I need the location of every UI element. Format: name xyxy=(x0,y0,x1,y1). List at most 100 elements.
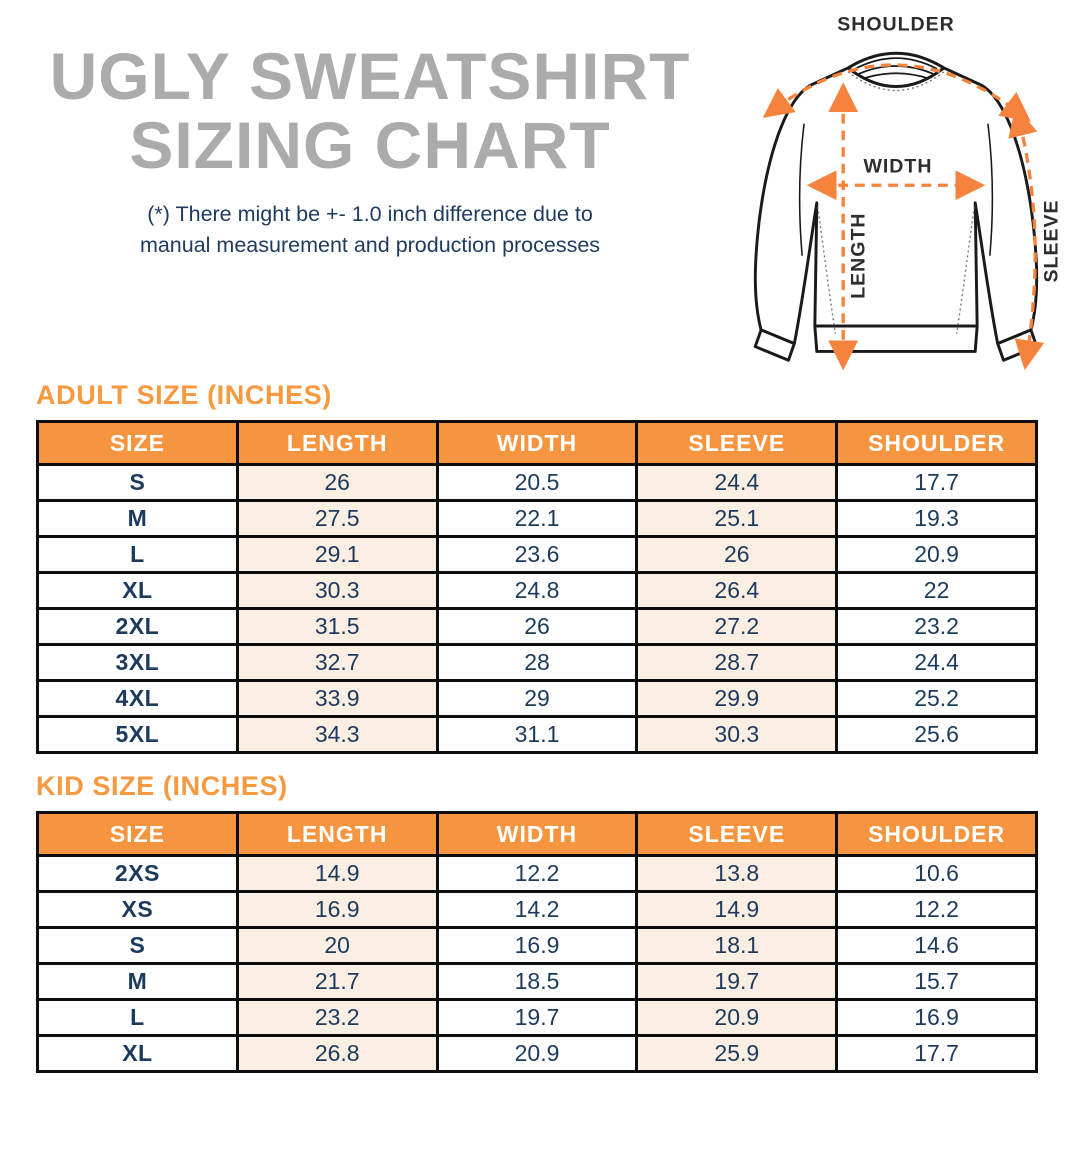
shoulder-arrow xyxy=(762,63,1032,122)
length-cell: 33.9 xyxy=(235,679,439,718)
length-cell: 26.8 xyxy=(235,1034,439,1073)
size-cell: XS xyxy=(36,890,239,929)
table-row: 3XL 32.7 28 28.7 24.4 xyxy=(36,643,1038,682)
shoulder-cell: 10.6 xyxy=(835,854,1038,893)
width-cell: 18.5 xyxy=(435,962,639,1001)
column-header-width: WIDTH xyxy=(435,811,639,857)
width-cell: 29 xyxy=(435,679,639,718)
disclaimer-text: (*) There might be +- 1.0 inch differenc… xyxy=(18,199,722,260)
length-cell: 20 xyxy=(235,926,439,965)
sleeve-label: SLEEVE xyxy=(1040,199,1062,282)
column-header-sleeve: SLEEVE xyxy=(635,420,839,466)
table-row: M 27.5 22.1 25.1 19.3 xyxy=(36,499,1038,538)
measurement-arrows xyxy=(762,63,1045,371)
size-cell: M xyxy=(36,499,239,538)
sleeve-cell: 27.2 xyxy=(635,607,839,646)
length-cell: 23.2 xyxy=(235,998,439,1037)
size-cell: S xyxy=(36,463,239,502)
shoulder-cell: 17.7 xyxy=(835,1034,1038,1073)
sleeve-cell: 24.4 xyxy=(635,463,839,502)
sweatshirt-diagram-svg: SHOULDER WIDTH LENGTH SLEEVE xyxy=(753,14,1062,371)
shoulder-cell: 12.2 xyxy=(835,890,1038,929)
shoulder-cell: 14.6 xyxy=(835,926,1038,965)
width-cell: 20.5 xyxy=(435,463,639,502)
sleeve-cell: 18.1 xyxy=(635,926,839,965)
size-cell: M xyxy=(36,962,239,1001)
table-row: 2XL 31.5 26 27.2 23.2 xyxy=(36,607,1038,646)
length-cell: 32.7 xyxy=(235,643,439,682)
disclaimer-line2: manual measurement and production proces… xyxy=(139,232,601,257)
collar-ribbing xyxy=(847,57,945,88)
length-cell: 34.3 xyxy=(235,715,439,754)
width-cell: 12.2 xyxy=(435,854,639,893)
sleeve-cell: 25.9 xyxy=(635,1034,839,1073)
kid-header-row: SIZE LENGTH WIDTH SLEEVE SHOULDER xyxy=(36,811,1038,857)
column-header-size: SIZE xyxy=(36,811,239,857)
size-cell: XL xyxy=(36,1034,239,1073)
width-label: WIDTH xyxy=(863,156,932,178)
column-header-shoulder: SHOULDER xyxy=(835,811,1038,857)
shoulder-cell: 20.9 xyxy=(835,535,1038,574)
size-cell: 5XL xyxy=(36,715,239,754)
sleeve-cell: 26 xyxy=(635,535,839,574)
table-row: XS 16.9 14.2 14.9 12.2 xyxy=(36,890,1038,929)
width-cell: 22.1 xyxy=(435,499,639,538)
width-cell: 23.6 xyxy=(435,535,639,574)
size-cell: L xyxy=(36,535,239,574)
width-cell: 26 xyxy=(435,607,639,646)
length-cell: 26 xyxy=(235,463,439,502)
table-row: S 26 20.5 24.4 17.7 xyxy=(36,463,1038,502)
sweatshirt-measurement-diagram: SHOULDER WIDTH LENGTH SLEEVE xyxy=(720,10,1072,382)
sleeve-cell: 26.4 xyxy=(635,571,839,610)
length-cell: 29.1 xyxy=(235,535,439,574)
column-header-sleeve: SLEEVE xyxy=(635,811,839,857)
width-cell: 14.2 xyxy=(435,890,639,929)
page-title-line2: SIZING CHART xyxy=(129,107,611,182)
size-cell: 4XL xyxy=(36,679,239,718)
sleeve-cell: 30.3 xyxy=(635,715,839,754)
table-row: 2XS 14.9 12.2 13.8 10.6 xyxy=(36,854,1038,893)
size-cell: 2XL xyxy=(36,607,239,646)
length-cell: 30.3 xyxy=(235,571,439,610)
length-label: LENGTH xyxy=(848,213,870,299)
sleeve-cell: 28.7 xyxy=(635,643,839,682)
size-cell: 3XL xyxy=(36,643,239,682)
sweatshirt-outline xyxy=(753,51,1039,362)
width-cell: 24.8 xyxy=(435,571,639,610)
shoulder-cell: 16.9 xyxy=(835,998,1038,1037)
size-cell: 2XS xyxy=(36,854,239,893)
shoulder-cell: 17.7 xyxy=(835,463,1038,502)
width-cell: 20.9 xyxy=(435,1034,639,1073)
adult-header-row: SIZE LENGTH WIDTH SLEEVE SHOULDER xyxy=(36,420,1038,466)
kid-size-table: SIZE LENGTH WIDTH SLEEVE SHOULDER 2XS 14.9 12.… xyxy=(36,811,1038,1073)
size-cell: XL xyxy=(36,571,239,610)
header-section: UGLY SWEATSHIRT SIZING CHART (*) There m… xyxy=(0,0,1074,372)
length-cell: 31.5 xyxy=(235,607,439,646)
length-cell: 27.5 xyxy=(235,499,439,538)
sleeve-cell: 13.8 xyxy=(635,854,839,893)
page-title-line1: UGLY SWEATSHIRT xyxy=(49,39,691,113)
column-header-width: WIDTH xyxy=(435,420,639,466)
sleeve-cell: 25.1 xyxy=(635,499,839,538)
sleeve-cell: 14.9 xyxy=(635,890,839,929)
tables-section: ADULT SIZE (INCHES) SIZE LENGTH WIDTH SLEEV… xyxy=(0,380,1038,1073)
length-cell: 14.9 xyxy=(235,854,439,893)
sleeve-fold-lines xyxy=(798,123,994,256)
sleeve-cell: 20.9 xyxy=(635,998,839,1037)
width-cell: 31.1 xyxy=(435,715,639,754)
length-cell: 16.9 xyxy=(235,890,439,929)
width-cell: 19.7 xyxy=(435,998,639,1037)
shoulder-cell: 23.2 xyxy=(835,607,1038,646)
table-row: L 23.2 19.7 20.9 16.9 xyxy=(36,998,1038,1037)
title-block: UGLY SWEATSHIRT SIZING CHART (*) There m… xyxy=(18,42,722,260)
width-cell: 28 xyxy=(435,643,639,682)
table-row: M 21.7 18.5 19.7 15.7 xyxy=(36,962,1038,1001)
sleeve-cell: 29.9 xyxy=(635,679,839,718)
size-cell: S xyxy=(36,926,239,965)
sleeve-cell: 19.7 xyxy=(635,962,839,1001)
size-cell: L xyxy=(36,998,239,1037)
sleeve-arrow xyxy=(1008,106,1045,371)
shoulder-cell: 22 xyxy=(835,571,1038,610)
table-row: 4XL 33.9 29 29.9 25.2 xyxy=(36,679,1038,718)
table-row: XL 30.3 24.8 26.4 22 xyxy=(36,571,1038,610)
